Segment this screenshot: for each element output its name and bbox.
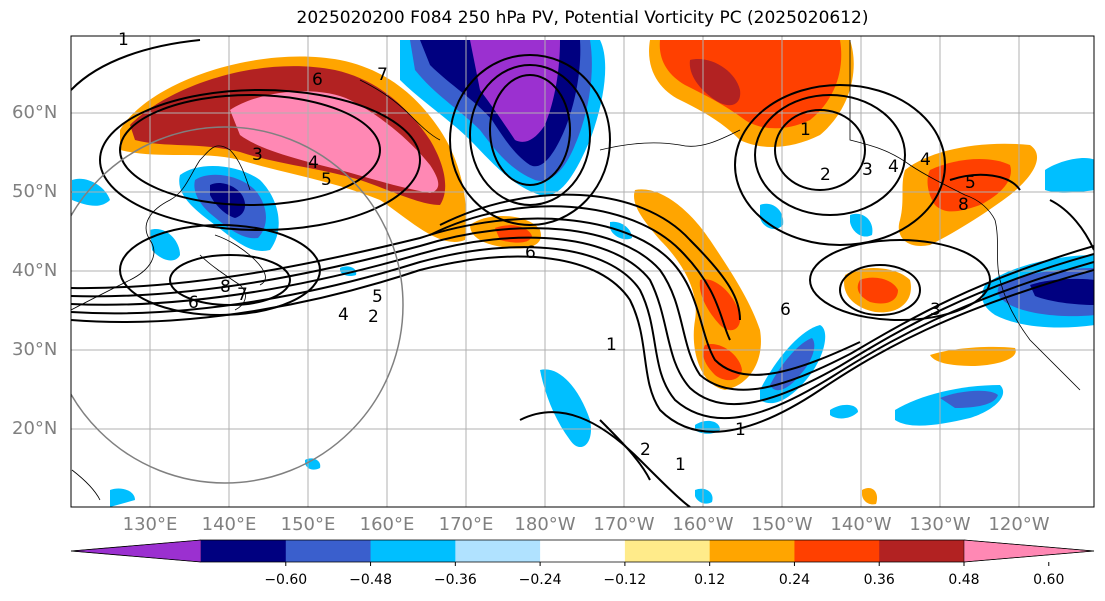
colorbar-tick-label: 0.48 <box>948 572 980 588</box>
contour-label: 6 <box>312 70 323 90</box>
lon-label: 180°W <box>514 514 576 535</box>
colorbar-tick-label: −0.36 <box>433 572 477 588</box>
colorbar-segment <box>540 540 626 562</box>
lat-label: 30°N <box>12 339 58 360</box>
contour-label: 2 <box>368 307 379 327</box>
lon-label: 160°W <box>672 514 734 535</box>
pv-contours <box>71 39 1094 507</box>
lon-label: 170°E <box>438 514 494 535</box>
colorbar-tick-label: 0.60 <box>1033 572 1065 588</box>
lon-label: 120°W <box>988 514 1050 535</box>
colorbar-segment <box>709 540 795 562</box>
contour-label: 2 <box>640 440 651 460</box>
colorbar-tick-label: −0.60 <box>264 572 308 588</box>
contour-label: 3 <box>862 160 873 180</box>
contour-label: 4 <box>888 157 899 177</box>
lon-label: 150°W <box>751 514 813 535</box>
colorbar-extend-low <box>70 539 202 563</box>
colorbar <box>70 539 1095 566</box>
contour-label: 3 <box>930 300 941 320</box>
lat-label: 60°N <box>12 102 58 123</box>
contour-label: 1 <box>735 420 746 440</box>
contour-label: 4 <box>308 153 319 173</box>
colorbar-segment <box>879 540 965 562</box>
colorbar-segment <box>624 540 711 562</box>
lon-label: 160°E <box>359 514 415 535</box>
colorbar-segment <box>455 540 541 562</box>
colorbar-segment <box>201 540 287 562</box>
lon-label: 130°W <box>909 514 971 535</box>
colorbar-outline <box>70 539 1095 563</box>
colorbar-tick-label: 0.36 <box>863 572 895 588</box>
range-ring <box>71 126 404 484</box>
contour-label: 5 <box>965 173 976 193</box>
contour-label: 1 <box>800 120 811 140</box>
contour-label: 1 <box>118 30 129 50</box>
map-frame <box>70 35 1095 508</box>
colorbar-extend-high <box>963 539 1095 563</box>
lon-label: 140°W <box>830 514 892 535</box>
contour-label: 6 <box>780 300 791 320</box>
lon-label: 130°E <box>122 514 178 535</box>
contour-label: 5 <box>321 170 332 190</box>
contour-label: 1 <box>606 335 617 355</box>
contour-label: 4 <box>920 150 931 170</box>
colorbar-segment <box>370 540 456 562</box>
contour-label: 3 <box>252 145 263 165</box>
contour-label: 7 <box>237 285 248 305</box>
contour-label: 5 <box>372 287 383 307</box>
colorbar-tick-label: 0.24 <box>778 572 811 588</box>
map-title: 2025020200 F084 250 hPa PV, Potential Vo… <box>296 8 869 28</box>
colorbar-tick-label: −0.24 <box>518 572 562 588</box>
colorbar-tick-label: −0.48 <box>349 572 392 588</box>
contour-label: 1 <box>675 455 686 475</box>
contour-label: 6 <box>525 243 536 263</box>
contour-label: 8 <box>958 195 969 215</box>
colorbar-tick-label: −0.12 <box>603 572 647 588</box>
lat-label: 50°N <box>12 181 58 202</box>
colorbar-segment <box>794 540 880 562</box>
lat-label: 20°N <box>12 418 58 439</box>
lon-label: 140°E <box>201 514 257 535</box>
contour-label: 6 <box>188 293 199 313</box>
contour-label: 8 <box>220 277 231 297</box>
lon-label: 150°E <box>280 514 336 535</box>
contour-label: 7 <box>377 65 388 85</box>
lon-label: 170°W <box>593 514 655 535</box>
colorbar-tick-label: 0.12 <box>694 572 726 588</box>
contour-label: 4 <box>338 305 349 325</box>
colorbar-segment <box>285 540 372 562</box>
lat-label: 40°N <box>12 260 58 281</box>
contour-label: 2 <box>820 165 831 185</box>
